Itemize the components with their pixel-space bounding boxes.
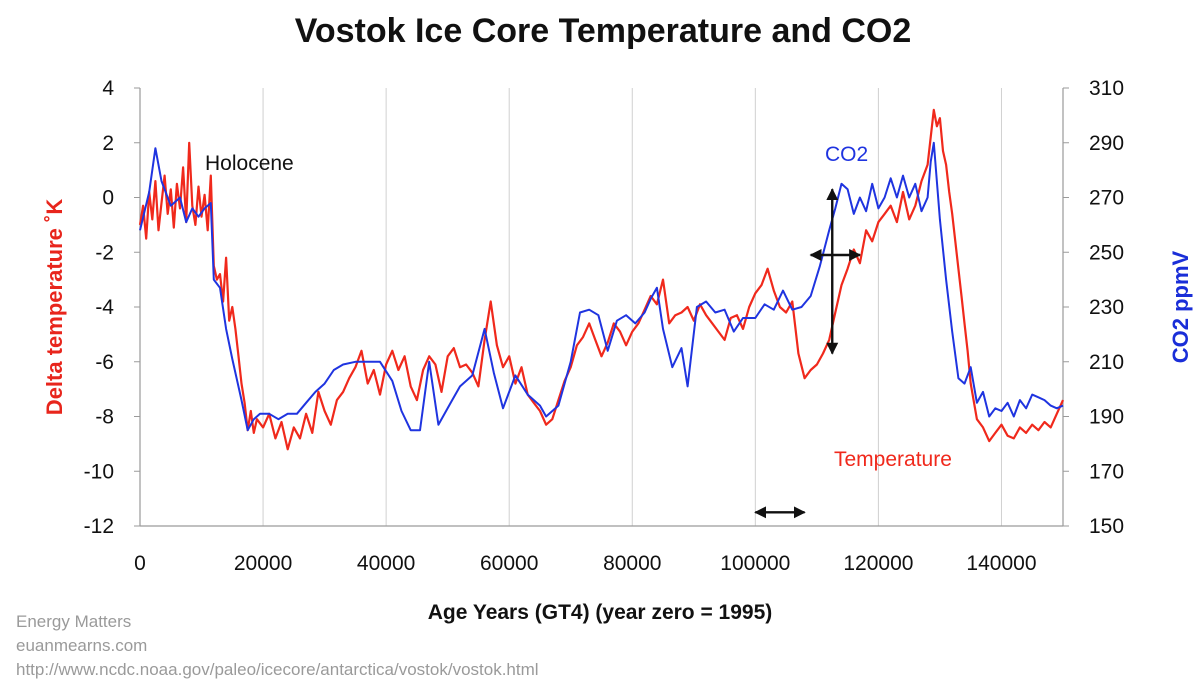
y-right-tick-label: 230 bbox=[1089, 296, 1124, 319]
y-right-tick-label: 210 bbox=[1089, 351, 1124, 374]
gridlines bbox=[262, 88, 1002, 526]
y-right-axis-ticks: 310 290 270 250 230 210 190 170 150 bbox=[1063, 77, 1124, 538]
x-tick-label: 120000 bbox=[843, 552, 913, 575]
temperature-annotation: Temperature bbox=[834, 448, 952, 471]
co2-series-line bbox=[139, 141, 1064, 432]
y-right-tick-label: 190 bbox=[1089, 406, 1124, 429]
y-left-axis-ticks: 4 2 0 -2 -4 -6 -8 -10 -12 bbox=[84, 77, 140, 538]
y-left-tick-label: -4 bbox=[95, 296, 114, 319]
chart-title: Vostok Ice Core Temperature and CO2 bbox=[295, 12, 912, 50]
y-right-tick-label: 150 bbox=[1089, 515, 1124, 538]
y-right-tick-label: 290 bbox=[1089, 132, 1124, 155]
y-left-tick-label: -6 bbox=[95, 351, 114, 374]
y-left-tick-label: 2 bbox=[102, 132, 114, 155]
x-tick-label: 20000 bbox=[234, 552, 292, 575]
y-left-tick-label: -8 bbox=[95, 406, 114, 429]
x-axis-ticks: 0 20000 40000 60000 80000 100000 120000 140000 bbox=[134, 552, 1036, 575]
x-tick-label: 100000 bbox=[720, 552, 790, 575]
y-right-tick-label: 250 bbox=[1089, 241, 1124, 264]
y-right-tick-label: 270 bbox=[1089, 187, 1124, 210]
y-left-axis-label: Delta temperature ˚K bbox=[42, 199, 67, 416]
x-tick-label: 0 bbox=[134, 552, 146, 575]
credit-line-2: euanmearns.com bbox=[16, 636, 147, 655]
y-left-tick-label: 0 bbox=[102, 187, 114, 210]
x-tick-label: 140000 bbox=[966, 552, 1036, 575]
y-left-tick-label: 4 bbox=[102, 77, 114, 100]
arrows-group bbox=[754, 188, 862, 519]
x-tick-label: 60000 bbox=[480, 552, 538, 575]
credit-line-1: Energy Matters bbox=[16, 612, 131, 631]
series-group bbox=[138, 108, 1065, 451]
y-left-tick-label: -2 bbox=[95, 241, 114, 264]
y-left-tick-label: -10 bbox=[84, 460, 114, 483]
holocene-annotation: Holocene bbox=[205, 152, 294, 175]
y-right-axis-label: CO2 ppmV bbox=[1168, 250, 1193, 363]
y-left-tick-label: -12 bbox=[84, 515, 114, 538]
y-right-tick-label: 170 bbox=[1089, 460, 1124, 483]
x-axis-label: Age Years (GT4) (year zero = 1995) bbox=[428, 601, 773, 624]
y-right-tick-label: 310 bbox=[1089, 77, 1124, 100]
credit-line-3: http://www.ncdc.noaa.gov/paleo/icecore/a… bbox=[16, 660, 539, 679]
x-tick-label: 40000 bbox=[357, 552, 415, 575]
co2-annotation: CO2 bbox=[825, 143, 868, 166]
x-tick-label: 80000 bbox=[603, 552, 661, 575]
